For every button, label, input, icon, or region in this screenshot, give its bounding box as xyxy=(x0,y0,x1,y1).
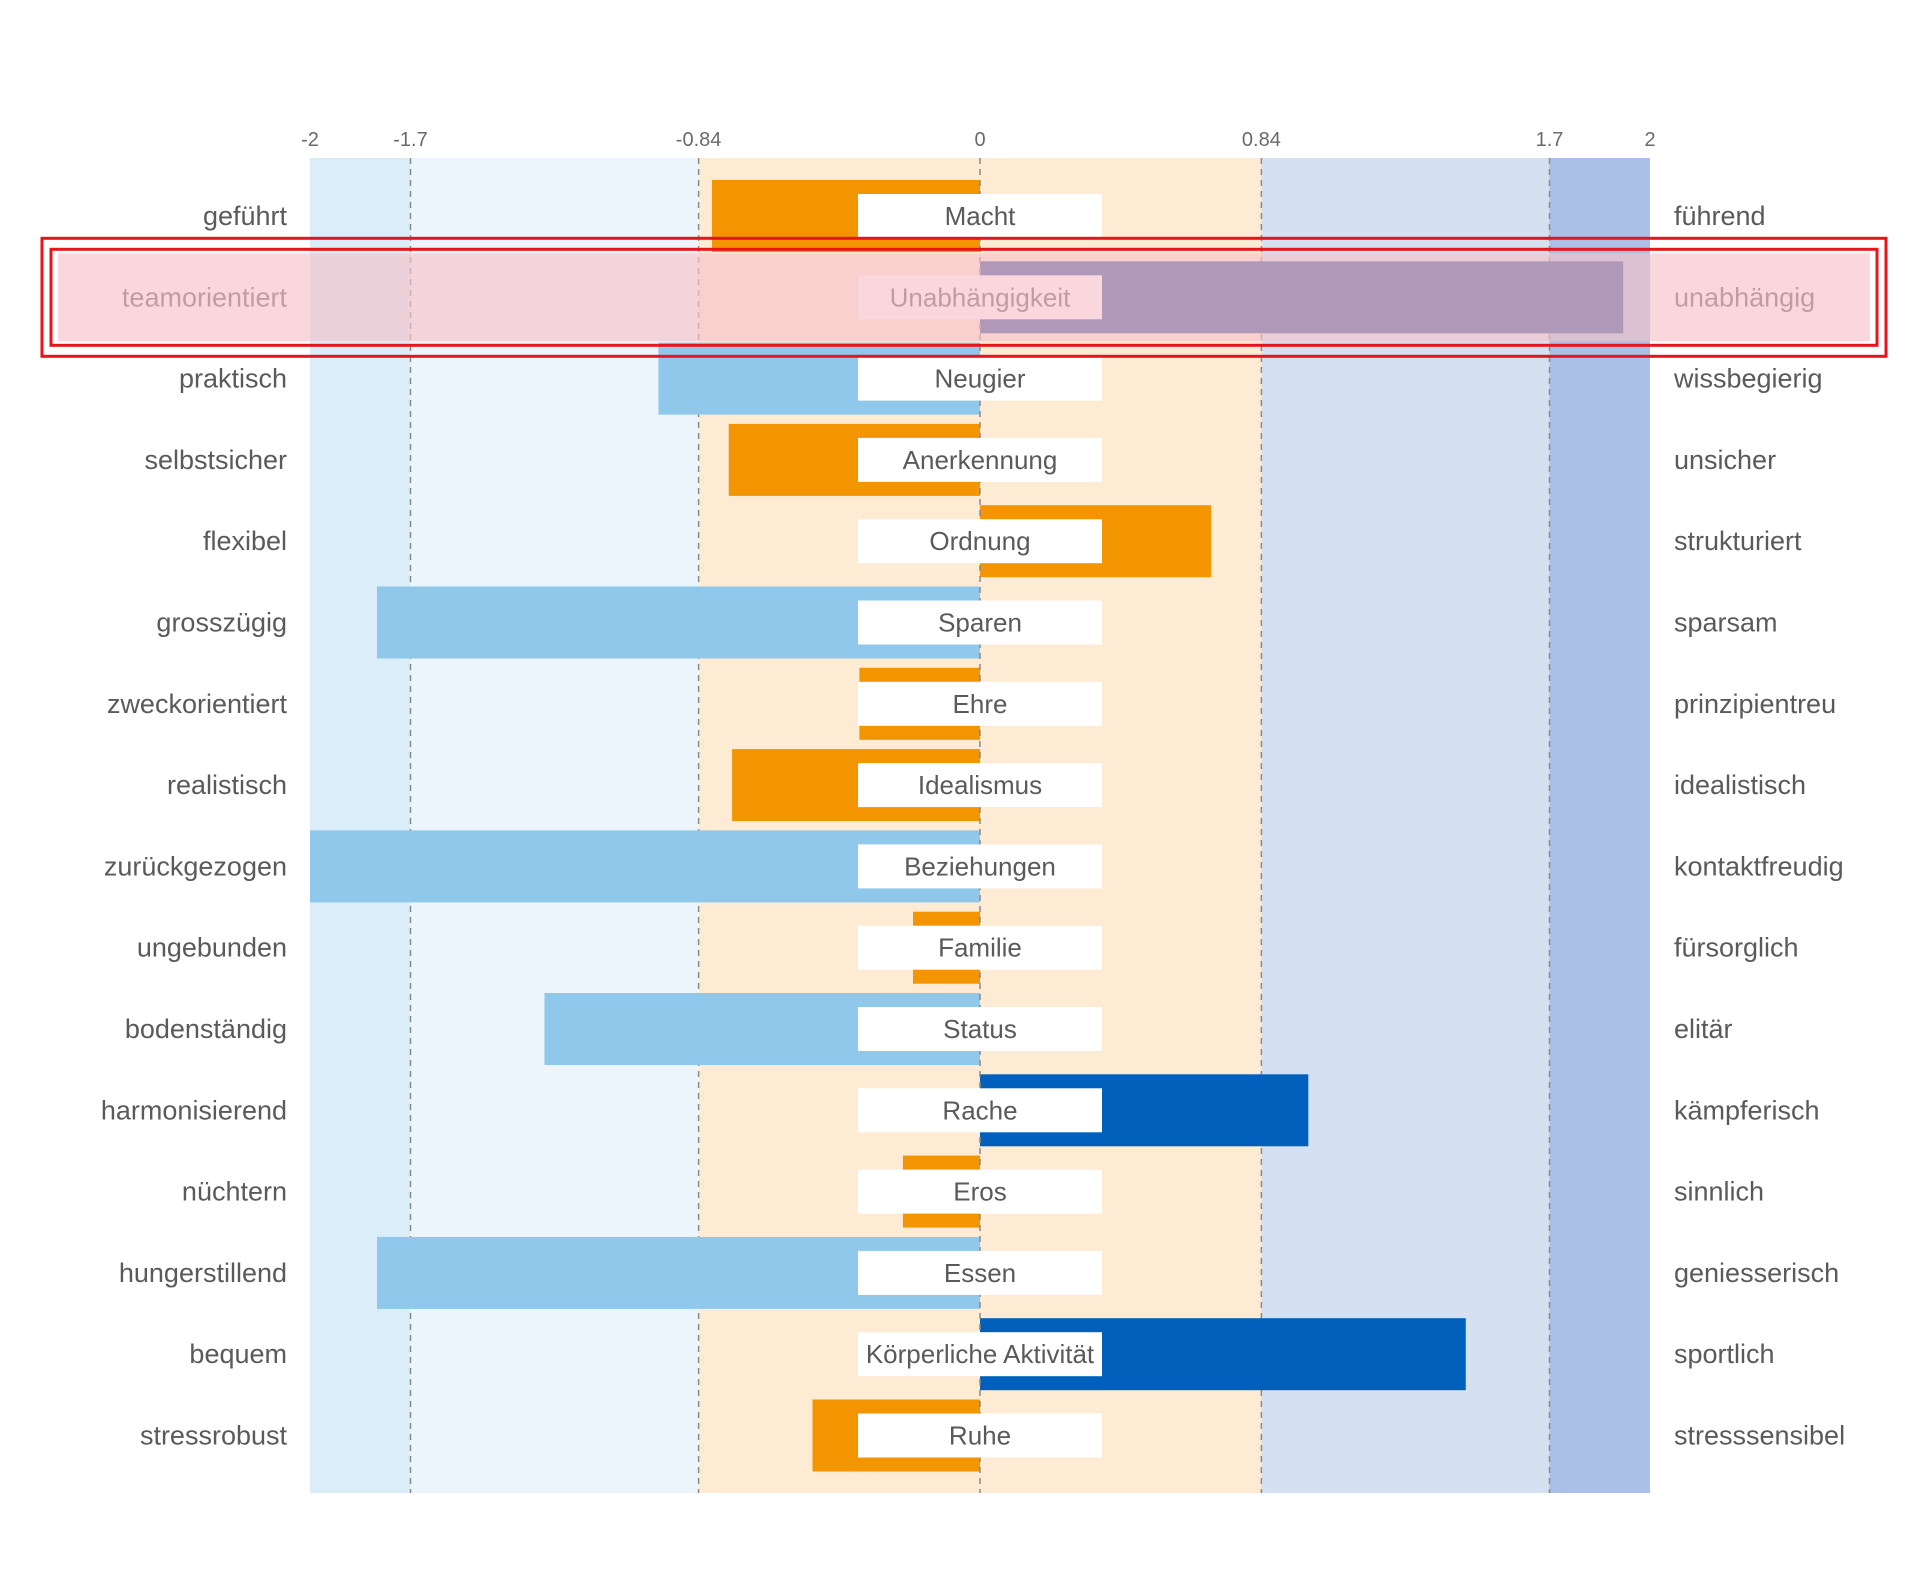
highlight-fill xyxy=(58,253,1870,342)
center-label-14: Essen xyxy=(944,1258,1016,1288)
center-label-11: Status xyxy=(943,1014,1017,1044)
center-box-11 xyxy=(858,1007,1102,1051)
left-label-5: flexibel xyxy=(203,526,287,556)
tick-label-5: 1.7 xyxy=(1536,129,1564,151)
center-box-5 xyxy=(858,519,1102,564)
right-label-9: kontaktfreudig xyxy=(1674,851,1844,881)
tick-label-1: -1.7 xyxy=(393,129,427,151)
center-label-6: Sparen xyxy=(938,608,1022,638)
center-label-7: Ehre xyxy=(953,689,1008,719)
center-box-10 xyxy=(858,925,1102,970)
left-label-1: geführt xyxy=(203,201,288,231)
left-label-4: selbstsicher xyxy=(144,445,287,475)
center-box-7 xyxy=(858,681,1102,726)
center-label-4: Anerkennung xyxy=(903,445,1058,475)
left-label-7: zweckorientiert xyxy=(107,689,288,719)
center-label-10: Familie xyxy=(938,933,1022,963)
right-label-14: geniesserisch xyxy=(1674,1258,1839,1288)
row-highlight xyxy=(40,236,1888,358)
right-label-8: idealistisch xyxy=(1674,770,1806,800)
right-label-12: kämpferisch xyxy=(1674,1095,1820,1125)
band-4 xyxy=(1549,158,1650,1493)
tick-label-3: 0 xyxy=(974,129,985,151)
center-box-16 xyxy=(858,1413,1102,1458)
left-label-9: zurückgezogen xyxy=(104,851,287,881)
right-label-4: unsicher xyxy=(1674,445,1776,475)
center-box-14 xyxy=(858,1250,1102,1295)
center-box-15 xyxy=(858,1332,1102,1377)
left-label-3: praktisch xyxy=(179,364,287,394)
tick-label-0: -2 xyxy=(301,129,319,151)
right-label-6: sparsam xyxy=(1674,608,1778,638)
right-label-5: strukturiert xyxy=(1674,526,1802,556)
left-label-14: hungerstillend xyxy=(119,1258,287,1288)
left-label-13: nüchtern xyxy=(182,1177,287,1207)
center-label-3: Neugier xyxy=(934,364,1025,394)
right-label-16: stresssensibel xyxy=(1674,1421,1845,1451)
tick-label-2: -0.84 xyxy=(676,129,722,151)
right-label-7: prinzipientreu xyxy=(1674,689,1836,719)
left-label-11: bodenständig xyxy=(125,1014,287,1044)
left-label-10: ungebunden xyxy=(137,933,287,963)
center-box-4 xyxy=(858,437,1102,482)
left-label-6: grosszügig xyxy=(156,608,287,638)
right-label-15: sportlich xyxy=(1674,1339,1775,1369)
center-box-8 xyxy=(858,763,1102,808)
center-label-5: Ordnung xyxy=(929,526,1030,556)
center-label-9: Beziehungen xyxy=(904,851,1056,881)
left-label-12: harmonisierend xyxy=(101,1095,287,1125)
tick-label-6: 2 xyxy=(1644,129,1655,151)
band-3 xyxy=(1261,158,1550,1493)
center-label-8: Idealismus xyxy=(918,770,1042,800)
left-label-16: stressrobust xyxy=(140,1421,288,1451)
right-label-3: wissbegierig xyxy=(1673,364,1823,394)
highlight-outer-frame xyxy=(40,236,1888,358)
right-label-13: sinnlich xyxy=(1674,1177,1764,1207)
left-label-8: realistisch xyxy=(167,770,287,800)
side-labels: geführtführendteamorientiertunabhängigpr… xyxy=(101,201,1845,1451)
left-label-15: bequem xyxy=(189,1339,287,1369)
center-label-16: Ruhe xyxy=(949,1421,1011,1451)
center-label-15: Körperliche Aktivität xyxy=(866,1339,1095,1369)
center-box-9 xyxy=(858,844,1102,889)
center-label-12: Rache xyxy=(942,1095,1017,1125)
right-label-10: fürsorglich xyxy=(1674,933,1799,963)
center-box-13 xyxy=(858,1169,1102,1214)
center-box-12 xyxy=(858,1088,1102,1133)
right-label-1: führend xyxy=(1674,201,1766,231)
axis-tick-labels: -2 -1.7 -0.84 0 0.84 1.7 2 xyxy=(301,129,1655,151)
center-label-1: Macht xyxy=(945,201,1017,231)
right-label-11: elitär xyxy=(1674,1014,1733,1044)
center-box-6 xyxy=(858,600,1102,645)
center-box-1 xyxy=(858,194,1102,238)
center-label-13: Eros xyxy=(953,1177,1006,1207)
center-box-3 xyxy=(858,356,1102,401)
background-bands xyxy=(310,158,1650,1493)
tick-label-4: 0.84 xyxy=(1242,129,1281,151)
highlight-inner-frame xyxy=(49,247,1879,347)
